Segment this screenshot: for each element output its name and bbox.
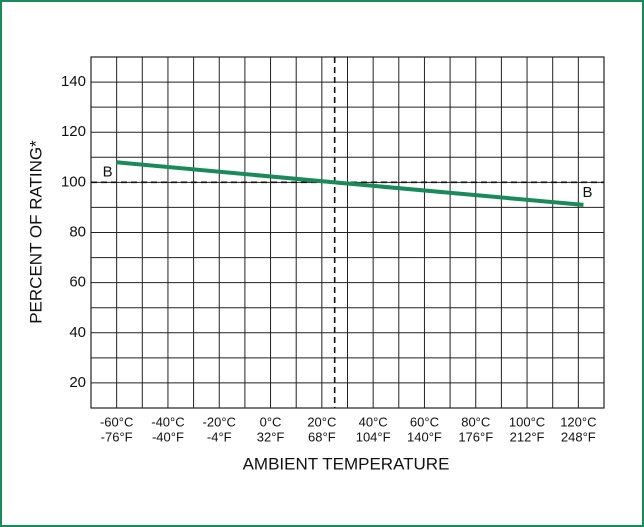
data-line (116, 160, 584, 207)
x-tick-label: -60°C (100, 414, 133, 429)
x-tick-label: -40°C (151, 414, 184, 429)
y-tick-label: 140 (61, 73, 86, 90)
x-tick-label: 104°F (356, 429, 391, 444)
x-axis-title: AMBIENT TEMPERATURE (243, 454, 450, 473)
x-tick-label: 40°C (359, 414, 388, 429)
x-tick-label: -40°F (152, 429, 184, 444)
x-tick-label: 176°F (458, 429, 493, 444)
x-tick-label: 140°F (407, 429, 442, 444)
y-tick-label: 60 (69, 274, 86, 291)
x-tick-label: 32°F (257, 429, 285, 444)
x-tick-label: 68°F (308, 429, 336, 444)
y-tick-label: 40 (69, 324, 86, 341)
x-tick-label: 20°C (307, 414, 336, 429)
annotation: B (582, 184, 592, 201)
annotation: B (103, 163, 113, 180)
plot-border (90, 56, 605, 409)
y-tick-label: 100 (61, 173, 86, 190)
x-tick-label: 100°C (509, 414, 545, 429)
x-tick-label: 212°F (510, 429, 545, 444)
x-tick-label: 60°C (410, 414, 439, 429)
x-tick-label: 0°C (260, 414, 282, 429)
x-tick-label: 248°F (561, 429, 596, 444)
x-tick-label: -20°C (203, 414, 236, 429)
y-axis-title: PERCENT OF RATING* (26, 140, 45, 324)
x-tick-label: 120°C (560, 414, 596, 429)
y-tick-label: 80 (69, 223, 86, 240)
x-tick-label: -76°F (101, 429, 133, 444)
y-tick-label: 20 (69, 374, 86, 391)
x-tick-label: 80°C (461, 414, 490, 429)
x-tick-label: -4°F (207, 429, 232, 444)
y-tick-label: 120 (61, 123, 86, 140)
